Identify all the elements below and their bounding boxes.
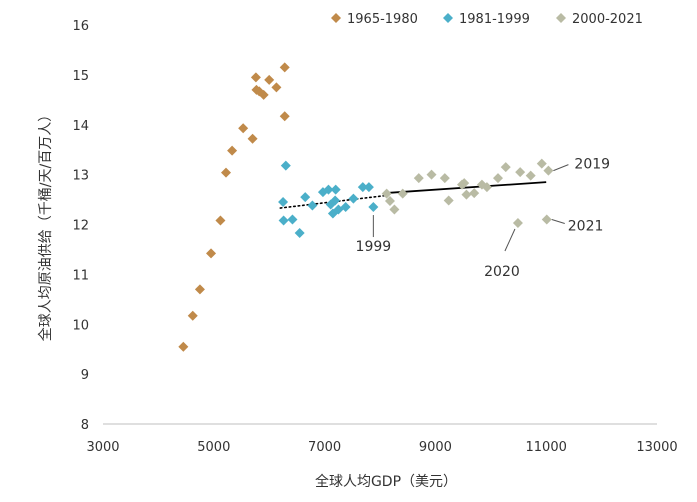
annotation-layer: 1999 2019 2020 2021: [356, 157, 611, 280]
data-point: [280, 160, 291, 171]
data-point: [461, 189, 472, 200]
data-point: [330, 184, 341, 195]
data-point: [500, 162, 511, 173]
data-point: [264, 74, 275, 85]
data-point: [330, 195, 341, 206]
data-point: [227, 145, 238, 156]
data-point: [459, 178, 470, 189]
data-point: [426, 169, 437, 180]
data-point: [469, 188, 480, 199]
legend-label: 1965-1980: [347, 12, 418, 27]
data-point: [323, 184, 334, 195]
data-point: [279, 111, 290, 122]
data-point: [340, 202, 351, 213]
data-point: [279, 62, 290, 73]
axes-layer: 3000 5000 7000 9000 11000 13000 8 9 10 11 12 13 14 15…: [72, 19, 677, 455]
annotation-label: 2019: [574, 157, 610, 173]
data-point: [178, 341, 189, 352]
x-axis-title: 全球人均GDP（美元）: [315, 473, 457, 490]
data-point: [397, 188, 408, 199]
y-tick-label: 9: [81, 368, 89, 383]
data-point: [363, 182, 374, 193]
trendline-layer: [279, 181, 547, 209]
annotation-label: 1999: [356, 239, 392, 255]
y-tick-label: 16: [72, 19, 89, 34]
trendline-dotted: [279, 194, 387, 209]
data-point: [493, 173, 504, 184]
data-point: [187, 310, 198, 321]
legend-marker: [556, 13, 566, 23]
legend-label: 2000-2021: [572, 12, 643, 27]
legend-label: 1981-1999: [459, 12, 530, 27]
data-point: [300, 192, 311, 203]
x-tick-label: 13000: [636, 440, 677, 455]
annotation-leader-line: [553, 164, 569, 172]
data-point: [541, 214, 552, 225]
data-point: [278, 197, 289, 208]
data-point: [287, 214, 298, 225]
data-point: [271, 82, 282, 93]
y-axis-title: 全球人均原油供给（千桶/天/百万人）: [37, 108, 54, 341]
data-point: [250, 72, 261, 83]
trendline-solid: [385, 181, 547, 194]
y-tick-label: 15: [72, 69, 89, 84]
data-point: [357, 182, 368, 193]
data-point: [481, 182, 492, 193]
x-tick-label: 3000: [86, 440, 119, 455]
data-point: [307, 200, 318, 211]
data-point: [194, 284, 205, 295]
data-point: [258, 89, 269, 100]
x-tick-label: 7000: [308, 440, 341, 455]
data-point: [348, 193, 359, 204]
legend: 1965-1980 1981-1999 2000-2021: [331, 12, 643, 27]
data-point: [443, 195, 454, 206]
x-tick-label: 5000: [197, 440, 230, 455]
points-layer: [178, 62, 554, 352]
annotation-leader-line: [504, 228, 516, 252]
data-point: [525, 170, 536, 181]
legend-marker: [331, 13, 341, 23]
annotation-leader-line: [551, 219, 565, 224]
data-point: [220, 167, 231, 178]
data-point: [543, 165, 554, 176]
annotation-label: 2020: [484, 264, 520, 280]
y-tick-label: 10: [72, 318, 89, 333]
data-point: [381, 188, 392, 199]
data-point: [206, 248, 217, 259]
y-tick-label: 12: [72, 219, 89, 234]
data-point: [368, 202, 379, 213]
data-point: [247, 133, 258, 144]
data-point: [413, 173, 424, 184]
annotation-label: 2021: [568, 219, 604, 235]
y-tick-label: 13: [72, 169, 89, 184]
data-point: [294, 227, 305, 238]
data-point: [384, 196, 395, 207]
x-tick-label: 11000: [526, 440, 567, 455]
y-tick-label: 14: [72, 119, 89, 134]
y-tick-label: 11: [72, 268, 89, 283]
data-point: [515, 167, 526, 178]
data-point: [215, 215, 226, 226]
legend-marker: [443, 13, 453, 23]
data-point: [278, 215, 289, 226]
x-tick-label: 9000: [419, 440, 452, 455]
y-tick-label: 8: [81, 418, 89, 433]
data-point: [238, 123, 249, 134]
data-point: [512, 218, 523, 229]
data-point: [389, 204, 400, 215]
data-point: [536, 158, 547, 169]
data-point: [439, 173, 450, 184]
